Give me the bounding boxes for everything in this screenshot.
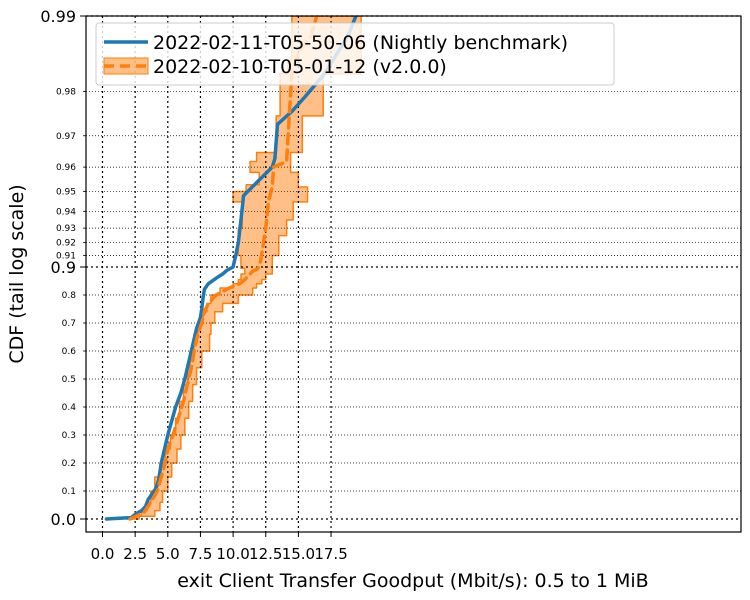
series-lines-layer	[104, 16, 358, 521]
x-tick-label-4: 10.0	[216, 545, 249, 563]
x-tick-label-3: 7.5	[189, 545, 213, 563]
x-tick-label-2: 5.0	[156, 545, 180, 563]
legend-label-nightly: 2022-02-11-T05-50-06 (Nightly benchmark)	[153, 32, 568, 54]
y-minor-tick-label-12: 0.95	[56, 187, 76, 197]
y-minor-tick-label-11: 0.94	[56, 207, 76, 217]
y-minor-tick-label-6: 0.7	[62, 319, 76, 329]
y-minor-tick-label-3: 0.4	[62, 403, 77, 413]
y-minor-tick-label-14: 0.97	[56, 132, 76, 142]
y-minor-tick-label-2: 0.3	[62, 431, 76, 441]
y-major-tick-label-1: 0.9	[51, 258, 76, 277]
y-minor-tick-label-5: 0.6	[62, 347, 77, 357]
y-minor-tick-label-15: 0.98	[56, 88, 76, 98]
y-minor-tick-label-8: 0.91	[56, 252, 76, 262]
y-axis-label: CDF (tail log scale)	[6, 184, 28, 363]
legend: 2022-02-11-T05-50-06 (Nightly benchmark)…	[95, 22, 615, 86]
y-minor-tick-label-1: 0.2	[62, 459, 76, 469]
legend-box	[95, 22, 615, 86]
x-tick-label-1: 2.5	[123, 545, 147, 563]
y-minor-tick-label-0: 0.1	[62, 487, 76, 497]
x-axis-label: exit Client Transfer Goodput (Mbit/s): 0…	[177, 570, 648, 592]
y-minor-tick-label-9: 0.92	[56, 239, 76, 249]
legend-label-v2: 2022-02-10-T05-01-12 (v2.0.0)	[153, 56, 447, 78]
series-line-v2	[128, 16, 319, 521]
series-line-nightly	[104, 16, 358, 521]
y-minor-tick-label-13: 0.96	[56, 163, 76, 173]
x-tick-label-6: 15.0	[282, 545, 315, 563]
x-tick-label-5: 12.5	[249, 545, 282, 563]
y-minor-tick-label-7: 0.8	[62, 291, 77, 301]
y-axis: 0.0 0.9 0.99 0.1 0.2 0.3 0.4 0.5 0.6 0.7 0.8 0.91 0.…	[40, 7, 86, 529]
plot-frame	[85, 15, 742, 533]
y-minor-tick-label-4: 0.5	[62, 375, 76, 385]
grid-layer	[86, 15, 741, 532]
x-tick-label-0: 0.0	[91, 545, 115, 563]
y-major-tick-label-2: 0.99	[40, 7, 76, 26]
x-tick-label-7: 17.5	[314, 545, 347, 563]
x-axis: 0.0 2.5 5.0 7.5 10.0 12.5 15.0 17.5	[91, 532, 348, 563]
y-minor-tick-label-10: 0.93	[56, 224, 76, 234]
y-major-tick-label-0: 0.0	[51, 510, 76, 529]
